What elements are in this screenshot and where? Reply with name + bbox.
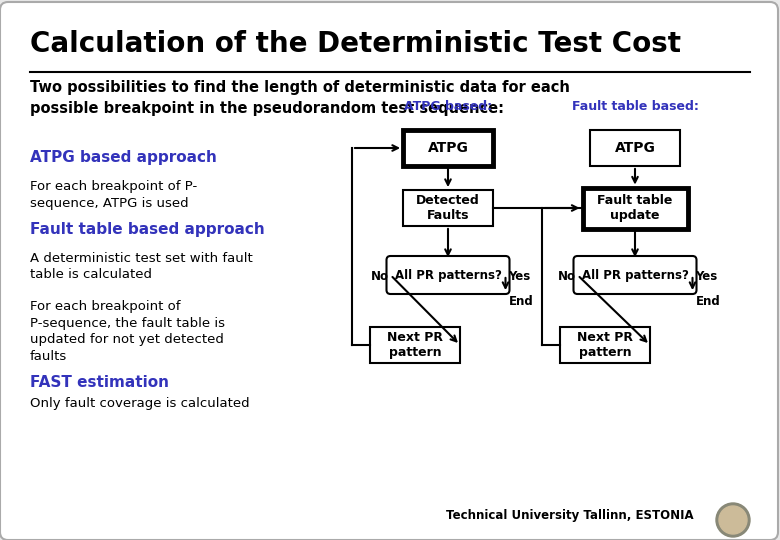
Text: Yes: Yes: [696, 271, 718, 284]
Text: All PR patterns?: All PR patterns?: [582, 268, 689, 281]
Bar: [590, 130, 680, 166]
Text: All PR patterns?: All PR patterns?: [395, 268, 502, 281]
Text: Two possibilities to find the length of deterministic data for each
possible bre: Two possibilities to find the length of …: [30, 80, 570, 116]
Text: End: End: [696, 295, 720, 308]
Text: For each breakpoint of
P-sequence, the fault table is
updated for not yet detect: For each breakpoint of P-sequence, the f…: [30, 300, 225, 362]
Text: Fault table based:: Fault table based:: [572, 100, 698, 113]
Bar: [560, 327, 650, 363]
Text: Next PR
pattern: Next PR pattern: [577, 330, 633, 359]
Text: ATPG based:: ATPG based:: [404, 100, 492, 113]
Text: Yes: Yes: [509, 271, 530, 284]
Text: No: No: [558, 271, 576, 284]
Bar: [403, 130, 493, 166]
Text: Fault table based approach: Fault table based approach: [30, 222, 264, 237]
Text: ATPG: ATPG: [615, 141, 655, 155]
Text: Detected
Faults: Detected Faults: [416, 194, 480, 222]
Text: Fault table
update: Fault table update: [597, 194, 672, 222]
Circle shape: [719, 506, 747, 534]
Text: A deterministic test set with fault
table is calculated: A deterministic test set with fault tabl…: [30, 252, 253, 281]
FancyBboxPatch shape: [387, 256, 509, 294]
Bar: [370, 327, 460, 363]
Text: ATPG based approach: ATPG based approach: [30, 150, 217, 165]
Circle shape: [716, 503, 750, 537]
Bar: [583, 187, 687, 228]
Text: For each breakpoint of P-
sequence, ATPG is used: For each breakpoint of P- sequence, ATPG…: [30, 180, 197, 210]
Text: Calculation of the Deterministic Test Cost: Calculation of the Deterministic Test Co…: [30, 30, 681, 58]
FancyBboxPatch shape: [573, 256, 697, 294]
Text: Technical University Tallinn, ESTONIA: Technical University Tallinn, ESTONIA: [446, 509, 694, 522]
Text: FAST estimation: FAST estimation: [30, 375, 169, 390]
Text: ATPG: ATPG: [427, 141, 469, 155]
Text: Next PR
pattern: Next PR pattern: [387, 330, 443, 359]
Text: Only fault coverage is calculated: Only fault coverage is calculated: [30, 397, 250, 410]
Text: End: End: [509, 295, 534, 308]
Bar: [403, 190, 493, 226]
Text: No: No: [370, 271, 388, 284]
